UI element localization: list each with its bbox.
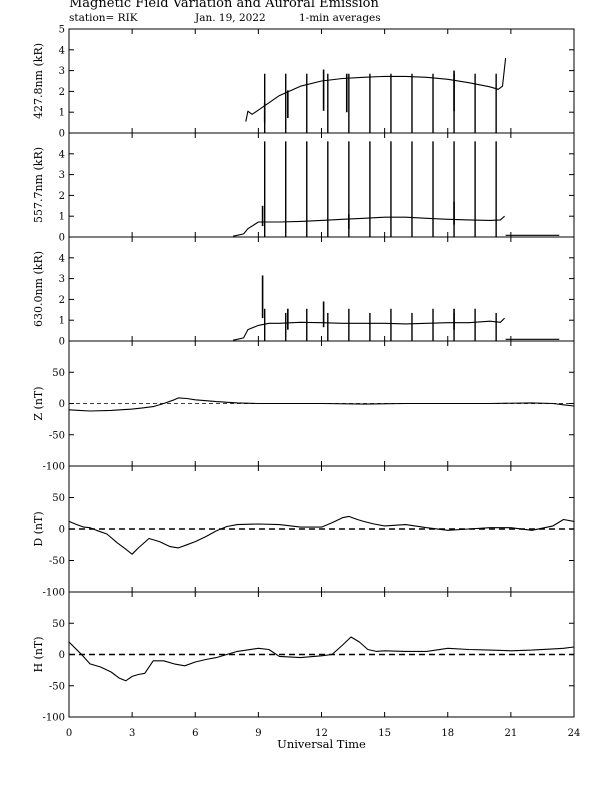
y-axis-label: 427.8nm (kR) [32, 43, 45, 119]
data-series-line [232, 317, 505, 341]
y-axis-label: 630.0nm (kR) [32, 251, 45, 327]
y-axis-label: Z (nT) [32, 386, 45, 420]
page-title: Magnetic Field Variation and Auroral Emi… [69, 0, 379, 11]
y-tick-label: -100 [43, 713, 65, 724]
y-tick-label: 50 [52, 368, 65, 379]
y-tick-label: -100 [43, 588, 65, 599]
data-series-line [245, 58, 507, 122]
y-tick-label: 0 [59, 650, 65, 661]
y-tick-label: 0 [59, 233, 65, 244]
y-tick-label: 2 [59, 191, 65, 202]
y-tick-label: 0 [59, 525, 65, 536]
averaging-label: 1-min averages [299, 12, 381, 24]
x-tick-label: 3 [129, 728, 135, 739]
x-tick-label: 0 [66, 728, 72, 739]
y-tick-label: 50 [52, 493, 65, 504]
x-tick-label: 21 [505, 728, 518, 739]
panel-frame [68, 132, 575, 238]
x-tick-label: 18 [441, 728, 454, 739]
y-tick-label: 4 [59, 45, 65, 56]
y-tick-label: 0 [59, 337, 65, 348]
x-axis-label: Universal Time [277, 737, 366, 751]
y-tick-label: -50 [49, 430, 65, 441]
y-axis-label: 557.7nm (kR) [32, 147, 45, 223]
x-tick-label: 15 [378, 728, 391, 739]
data-series-line [68, 515, 575, 555]
y-tick-label: 5 [59, 25, 65, 36]
x-tick-label: 12 [315, 728, 328, 739]
date-label: Jan. 19, 2022 [195, 12, 266, 24]
y-tick-label: 1 [59, 212, 65, 223]
data-series-line [232, 215, 505, 237]
y-axis-label: D (nT) [32, 511, 45, 546]
x-tick-label: 9 [255, 728, 261, 739]
y-tick-label: -100 [43, 462, 65, 473]
x-tick-label: 24 [568, 728, 581, 739]
y-tick-label: -50 [49, 556, 65, 567]
y-tick-label: 2 [59, 295, 65, 306]
data-series-line [68, 397, 575, 412]
y-tick-label: 4 [59, 253, 65, 264]
station-label: station= RIK [69, 12, 138, 24]
y-tick-label: 3 [59, 66, 65, 77]
y-tick-label: 4 [59, 149, 65, 160]
x-tick-label: 6 [192, 728, 198, 739]
y-axis-label: H (nT) [32, 636, 45, 672]
y-tick-label: 0 [59, 399, 65, 410]
y-tick-label: 50 [52, 619, 65, 630]
panel-frame [68, 236, 575, 342]
y-tick-label: 1 [59, 316, 65, 327]
y-tick-label: 3 [59, 274, 65, 285]
y-tick-label: 3 [59, 170, 65, 181]
y-tick-label: 1 [59, 108, 65, 119]
y-tick-label: 2 [59, 87, 65, 98]
y-tick-label: -50 [49, 681, 65, 692]
data-series-line [68, 636, 575, 682]
y-tick-label: 0 [59, 129, 65, 140]
